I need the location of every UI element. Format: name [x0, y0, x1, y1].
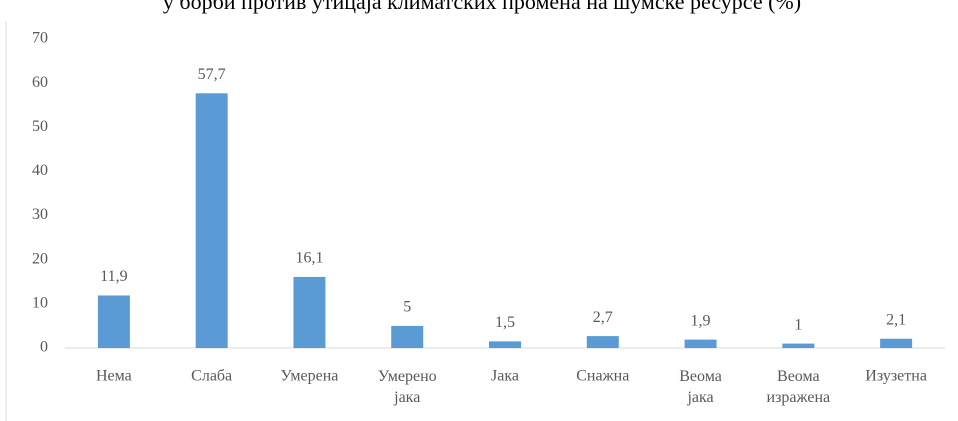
y-tick-label: 40 [32, 162, 48, 179]
bar [195, 93, 228, 348]
y-tick-label: 60 [32, 74, 48, 91]
bar [880, 338, 913, 348]
data-label: 16,1 [295, 250, 323, 267]
bar [489, 341, 521, 348]
y-tick-label: 70 [32, 30, 48, 47]
bar [293, 276, 326, 348]
y-tick-label: 0 [40, 339, 48, 356]
x-tick-label: Слаба [191, 368, 232, 385]
bar [391, 325, 424, 348]
x-tick-label: Снажна [576, 368, 629, 385]
data-label: 1 [794, 316, 802, 333]
data-label: 11,9 [100, 268, 127, 285]
data-label: 2,7 [593, 309, 613, 326]
data-label: 1,9 [691, 312, 711, 329]
y-tick-label: 10 [32, 295, 48, 312]
data-label: 1,5 [495, 314, 515, 331]
x-tick-label: Веома изражена [767, 368, 831, 406]
x-tick-label: Умерено јака [378, 368, 437, 406]
y-tick-label: 30 [32, 206, 48, 223]
bar [782, 343, 815, 348]
data-label: 2,1 [886, 311, 906, 328]
data-label: 57,7 [198, 66, 226, 83]
data-label: 5 [403, 299, 411, 316]
chart-title: у борби против утицаја климатских промен… [163, 0, 801, 14]
bar [97, 295, 130, 348]
x-tick-label: Веома јака [679, 368, 722, 406]
bar [684, 339, 717, 348]
y-tick-label: 50 [32, 118, 48, 135]
bar [586, 336, 619, 348]
y-tick-label: 20 [32, 250, 48, 267]
x-tick-label: Нема [96, 368, 132, 385]
x-tick-label: Умерена [280, 368, 338, 385]
x-tick-label: Изузетна [865, 368, 927, 385]
x-tick-label: Јака [491, 368, 519, 385]
